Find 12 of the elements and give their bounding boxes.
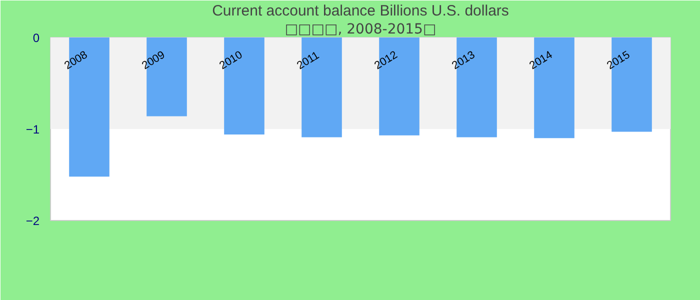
x-tick-label: 2009: [140, 49, 168, 72]
x-tick-label: 2014: [528, 49, 555, 72]
x-tick-label: 2008: [62, 49, 90, 72]
x-tick-label: 2010: [218, 49, 245, 72]
chart-subtitle: □□□□, 2008-2015□: [284, 22, 436, 38]
y-tick-label: −2: [26, 214, 40, 228]
x-tick-label: 2011: [295, 49, 322, 72]
y-tick-label: −1: [26, 122, 40, 136]
chart-title: Current account balance Billions U.S. dollars: [212, 2, 509, 20]
x-tick-label: 2012: [372, 49, 400, 72]
y-tick-label: 0: [32, 31, 40, 45]
x-tick-label: 2013: [450, 49, 478, 72]
